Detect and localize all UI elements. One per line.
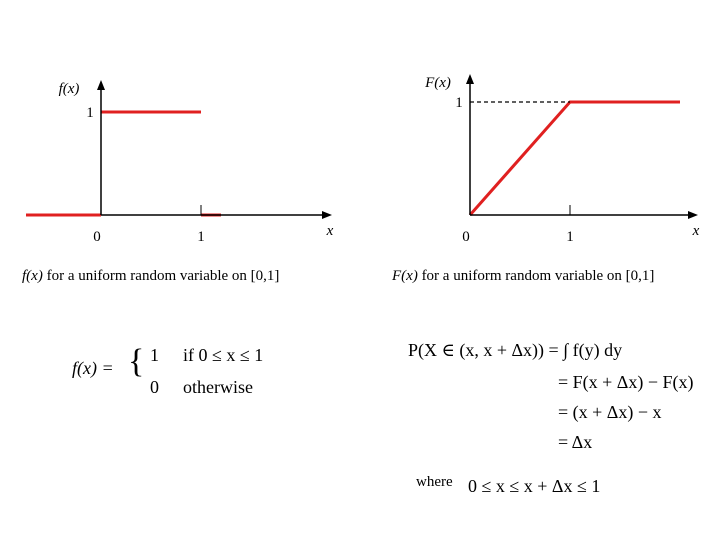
pdf-chart: 0 1 1 f(x) x bbox=[26, 80, 334, 245]
brace-icon: { bbox=[128, 343, 145, 380]
cdf-formula-line4: = Δx bbox=[558, 432, 593, 452]
cdf-formula-line2: = F(x + Δx) − F(x) bbox=[558, 372, 694, 392]
pdf-caption-text: for a uniform random variable on [0,1] bbox=[46, 268, 280, 284]
cdf-caption-fn: F(x) bbox=[392, 268, 418, 284]
cdf-caption-text: for a uniform random variable on [0,1] bbox=[421, 268, 655, 284]
pdf-case2-value: 0 bbox=[150, 377, 159, 397]
x-axis-arrow-icon bbox=[322, 211, 332, 219]
pdf-case1-condition: if 0 ≤ x ≤ 1 bbox=[183, 345, 264, 365]
x-axis-arrow-icon bbox=[688, 211, 698, 219]
cdf-formula-line1: P(X ∈ (x, x + Δx)) = ∫ f(y) dy bbox=[408, 340, 623, 360]
where-label: where bbox=[416, 474, 453, 490]
pdf-caption: f(x) for a uniform random variable on [0… bbox=[22, 268, 279, 285]
y-axis-label: f(x) bbox=[59, 81, 80, 97]
y-axis-arrow-icon bbox=[466, 74, 474, 84]
x-tick-label-1: 1 bbox=[566, 229, 574, 245]
cdf-chart: 0 11F(x)x bbox=[424, 74, 700, 245]
cdf-formula-line3: = (x + Δx) − x bbox=[558, 402, 662, 422]
y-tick-label-1: 1 bbox=[86, 105, 94, 121]
y-axis-label: F(x) bbox=[424, 75, 451, 91]
pdf-formula-lhs: f(x) = bbox=[72, 358, 114, 378]
pdf-caption-fn: f(x) bbox=[22, 268, 43, 284]
series-line-1 bbox=[468, 100, 680, 216]
cdf-caption: F(x) for a uniform random variable on [0… bbox=[392, 268, 654, 285]
where-condition: 0 ≤ x ≤ x + Δx ≤ 1 bbox=[468, 476, 601, 496]
x-axis-label: x bbox=[692, 223, 700, 239]
pdf-case2-condition: otherwise bbox=[183, 377, 253, 397]
x-axis-label: x bbox=[326, 223, 334, 239]
y-tick-label-1: 1 bbox=[455, 95, 463, 111]
x-tick-label-0: 0 bbox=[93, 229, 101, 245]
y-axis-arrow-icon bbox=[97, 80, 105, 90]
x-tick-label-1: 1 bbox=[197, 229, 205, 245]
pdf-case1-value: 1 bbox=[150, 345, 159, 365]
x-tick-label-0: 0 bbox=[462, 229, 470, 245]
